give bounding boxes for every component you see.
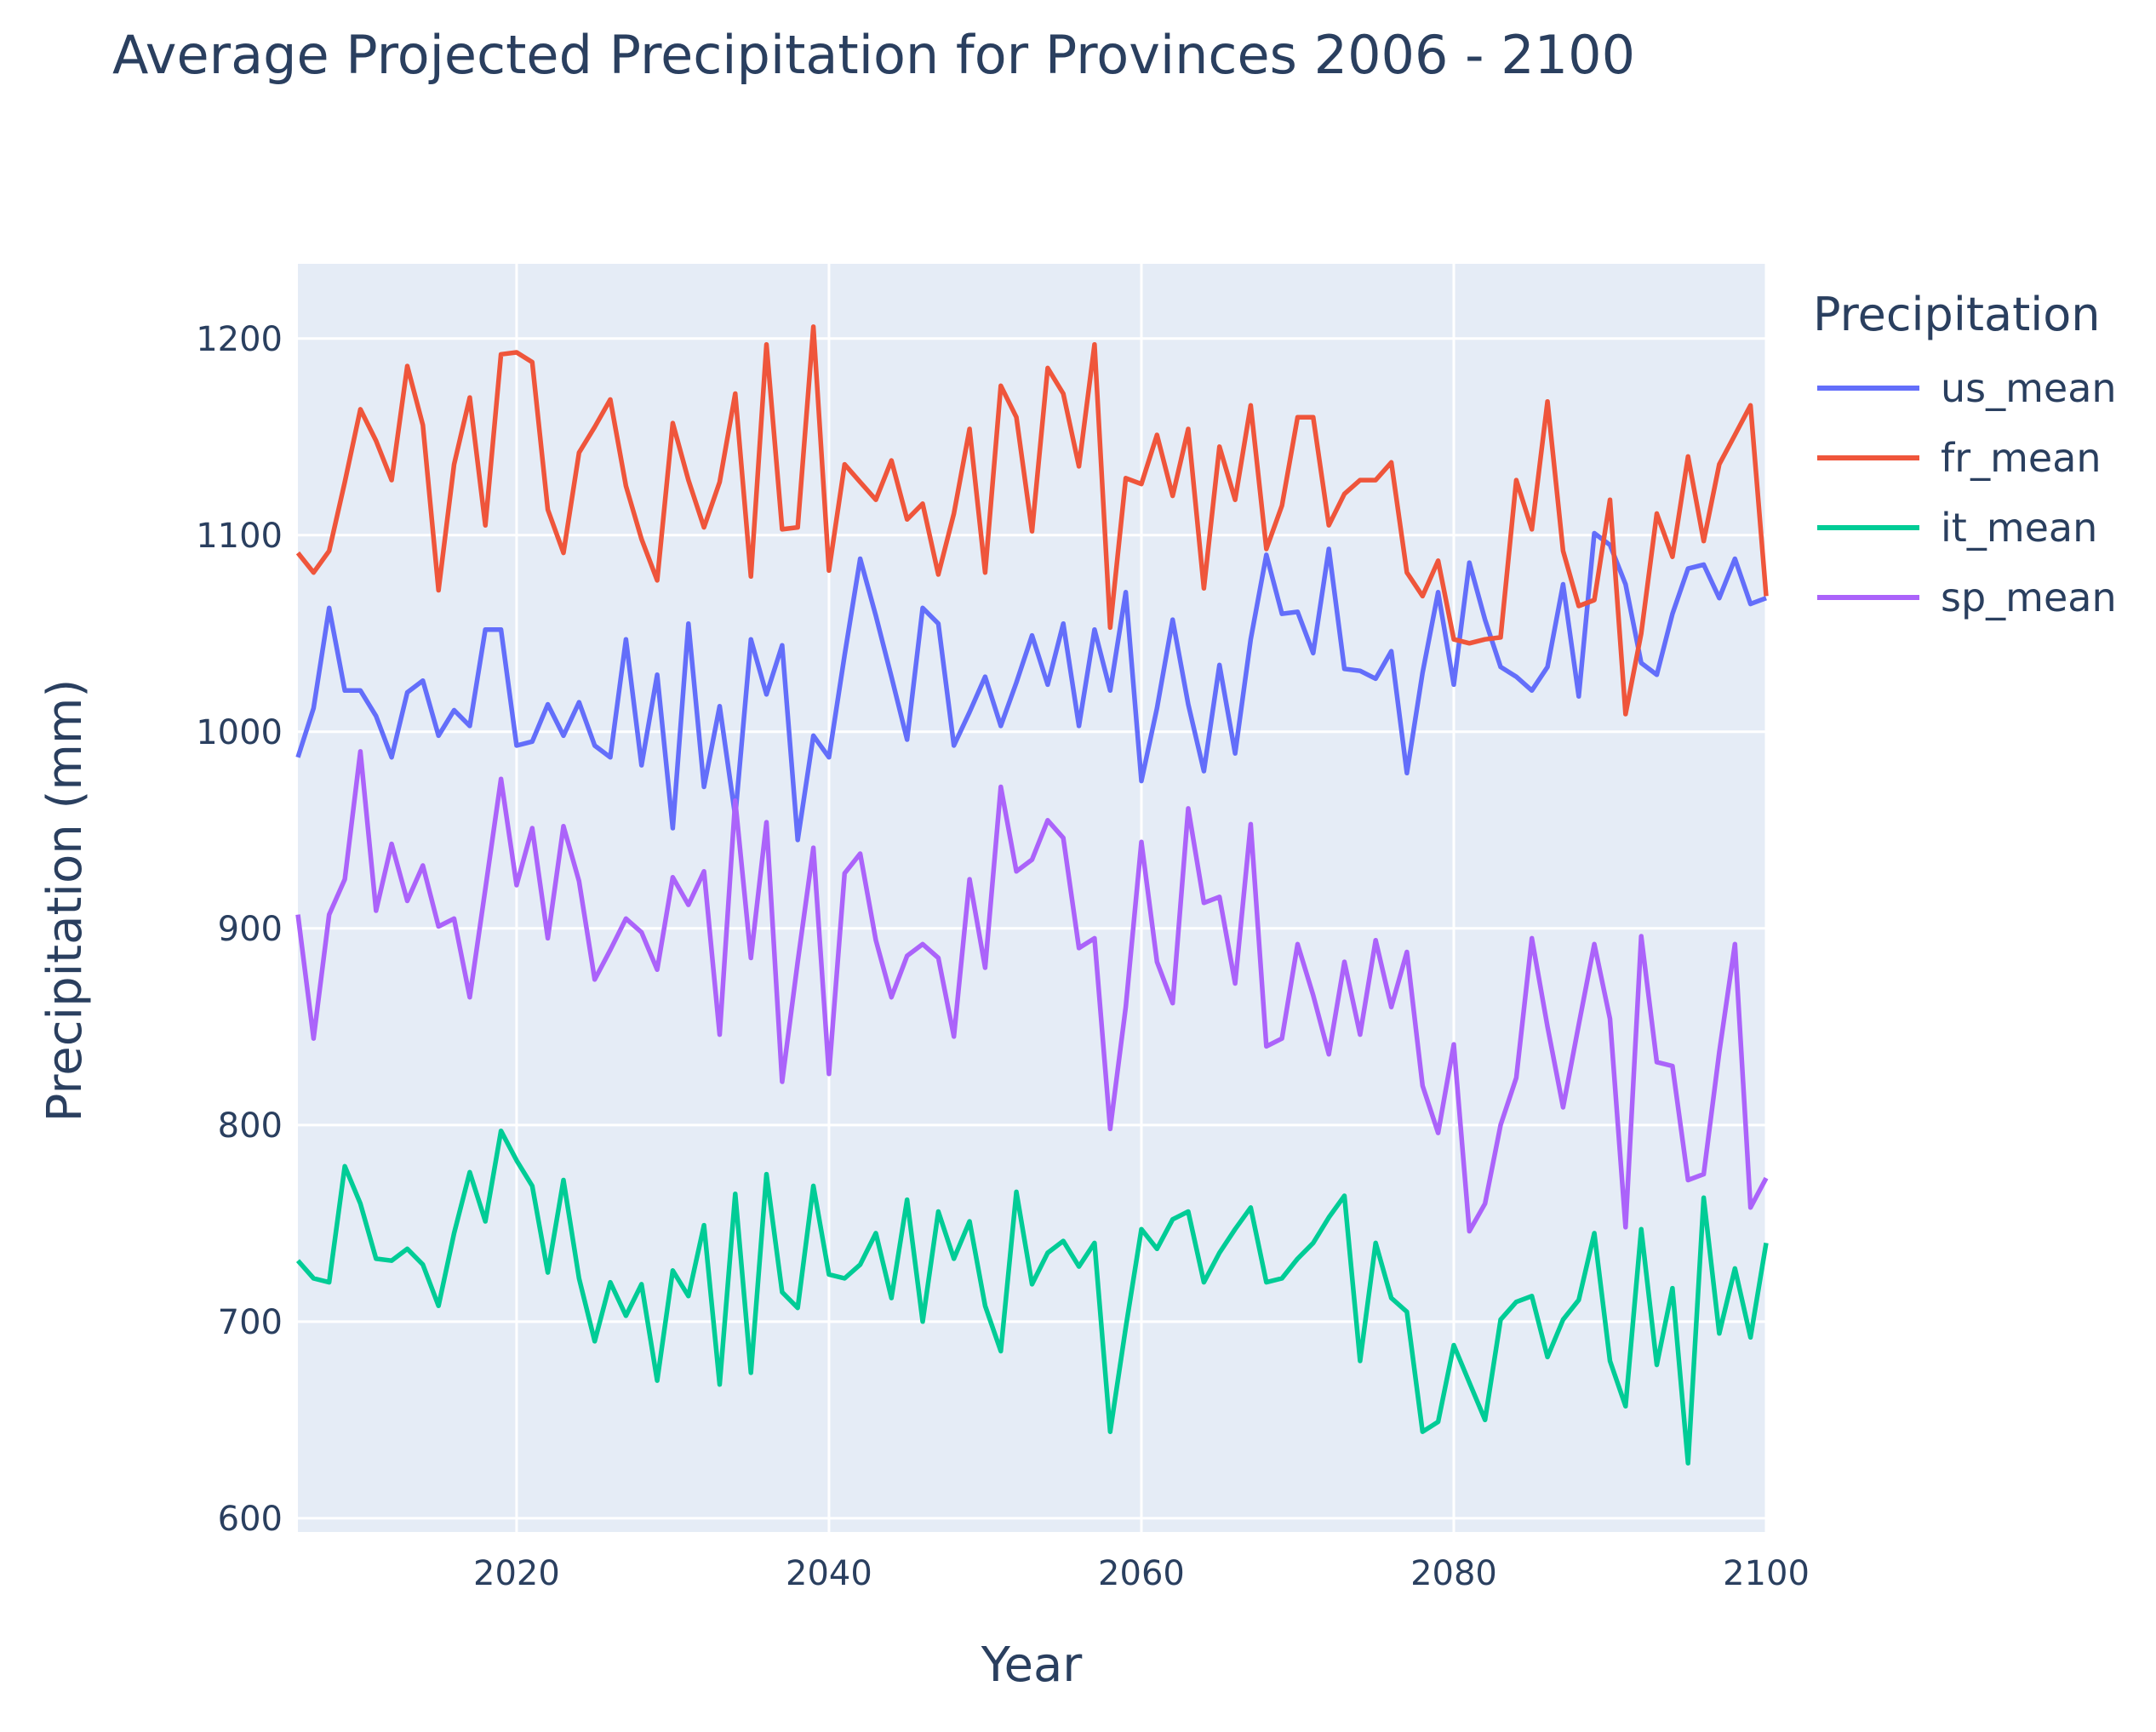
y-tick-label: 800 <box>218 1106 283 1146</box>
legend-item-it-mean[interactable]: it_mean <box>1817 505 2097 551</box>
x-tick-label: 2020 <box>473 1554 560 1593</box>
legend-item-fr-mean[interactable]: fr_mean <box>1817 435 2102 481</box>
series-line-fr-mean[interactable] <box>295 324 1769 717</box>
x-tick-label: 2080 <box>1410 1554 1497 1593</box>
chart-title: Average Projected Precipitation for Prov… <box>112 24 1636 86</box>
legend-item-us-mean[interactable]: us_mean <box>1817 365 2117 411</box>
x-tick-label: 2060 <box>1098 1554 1185 1593</box>
legend-label: us_mean <box>1941 365 2117 411</box>
grid-layer <box>298 264 1768 1532</box>
y-tick-label: 600 <box>218 1500 283 1539</box>
legend-label: fr_mean <box>1941 435 2102 481</box>
legend-label: it_mean <box>1941 505 2097 551</box>
series-line-sp-mean[interactable] <box>295 749 1769 1234</box>
x-tick-label: 2040 <box>786 1554 872 1593</box>
y-tick-label: 1100 <box>196 517 283 556</box>
y-axis-title: Precipitation (mm) <box>37 679 93 1123</box>
tick-label-layer: 600 700 800 900 1000 1100 1200 2020 2040 2060 2080… <box>196 320 1810 1593</box>
legend-item-sp-mean[interactable]: sp_mean <box>1817 574 2117 620</box>
x-axis-title: Year <box>981 1638 1084 1693</box>
y-tick-label: 700 <box>218 1303 283 1342</box>
y-tick-label: 900 <box>218 910 283 949</box>
legend-label: sp_mean <box>1941 574 2117 620</box>
legend-items: us_mean fr_mean it_mean sp_mean <box>1817 365 2117 620</box>
legend-title: Precipitation <box>1813 288 2101 341</box>
series-line-it-mean[interactable] <box>295 1128 1769 1466</box>
series-line-us-mean[interactable] <box>295 530 1767 843</box>
y-tick-label: 1000 <box>196 713 283 752</box>
y-tick-label: 1200 <box>196 320 283 359</box>
x-tick-label: 2100 <box>1723 1554 1810 1593</box>
series-layer <box>295 324 1769 1466</box>
legend[interactable]: Precipitation us_mean fr_mean it_mean sp_me… <box>1813 288 2117 620</box>
